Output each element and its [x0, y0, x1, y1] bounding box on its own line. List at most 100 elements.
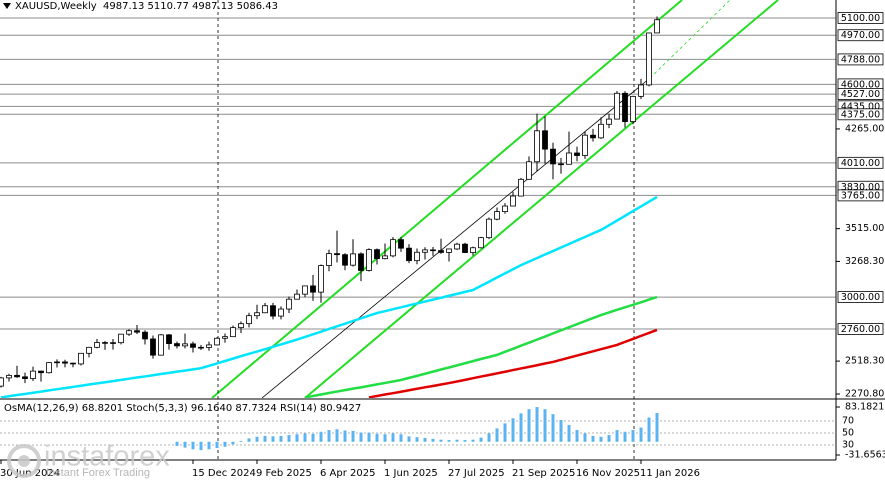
osma-bar [615, 430, 619, 442]
trend-line [649, 0, 731, 79]
candle-body [302, 285, 308, 295]
candle-body [262, 305, 268, 314]
osma-bar [511, 418, 515, 442]
osma-bar [607, 435, 611, 442]
candle-body [238, 323, 244, 329]
candle-body [342, 254, 348, 266]
candle-body [382, 255, 388, 260]
level-label-box [837, 53, 884, 66]
x-tick-label: 27 Jul 2025 [448, 468, 505, 479]
candle-body [430, 249, 436, 252]
candle-body [46, 362, 52, 374]
y-tick-label: 3268.30 [845, 256, 884, 267]
x-tick-label: 16 Nov 2025 [576, 468, 640, 479]
chart-title: XAUUSD,Weekly 4987.13 5110.77 4987.13 50… [15, 1, 278, 12]
candle-body [654, 19, 660, 34]
level-label-box [837, 108, 884, 121]
watermark-logo [7, 444, 41, 478]
candle-body [518, 178, 524, 197]
osma-bar [535, 407, 539, 442]
candle-body [110, 342, 116, 344]
osma-bar [255, 436, 259, 442]
candle-body [150, 338, 156, 356]
candle-body [14, 374, 20, 378]
candle-body [254, 312, 260, 317]
candle-body [310, 285, 316, 293]
moving-average [368, 328, 658, 398]
level-label: 4970.00 [841, 30, 880, 41]
osma-bar [439, 439, 443, 442]
candle-body [318, 265, 324, 293]
osma-bar [207, 441, 211, 450]
osma-bar [375, 433, 379, 442]
candle-body [366, 249, 372, 271]
candle-body [406, 247, 412, 262]
candle-body [550, 148, 556, 165]
y-tick-label: 2270.80 [845, 388, 884, 399]
candle-body [350, 253, 356, 266]
watermark-logo [18, 455, 30, 467]
channel [211, 0, 779, 398]
candle-body [494, 211, 500, 220]
candle-body [270, 305, 276, 317]
candle-body [582, 134, 588, 156]
y2-tick-label: 70 [842, 416, 854, 427]
candle-body [54, 361, 60, 364]
level-label-box [837, 29, 884, 42]
osma-bar [335, 429, 339, 442]
level-label: 4527.00 [841, 89, 880, 100]
osma-bar [479, 437, 483, 442]
candle-body [438, 250, 444, 253]
osma-bar [455, 439, 459, 442]
candle-body [574, 152, 580, 156]
osma-bar [183, 441, 187, 448]
candle-body [62, 361, 68, 364]
osma-bar [503, 423, 507, 442]
watermark: instaforex Instant Forex Trading [7, 441, 170, 479]
osma-bar [303, 433, 307, 442]
candle-body [454, 243, 460, 250]
candle-body [0, 377, 4, 387]
candle-body [222, 336, 228, 339]
candle-body [558, 163, 564, 166]
osma-bar [343, 430, 347, 442]
level-label: 4788.00 [841, 54, 880, 65]
osma-bar [391, 433, 395, 442]
trend-line [261, 77, 651, 398]
candle-body [502, 205, 508, 213]
candle-body [478, 237, 484, 249]
candle-body [214, 337, 220, 346]
osma-bar [175, 441, 179, 446]
osma-bar [223, 441, 227, 447]
osma-bar [591, 435, 595, 442]
x-tick-label: 21 Sep 2025 [512, 468, 575, 479]
x-tick-label: 9 Feb 2025 [256, 468, 312, 479]
candle-body [358, 253, 364, 271]
osma-bar [471, 439, 475, 442]
osma-bar [327, 430, 331, 442]
candle-body [38, 370, 44, 374]
indicator-plot [0, 407, 836, 451]
moving-average [304, 295, 658, 398]
osma-bar [279, 435, 283, 442]
level-label-box [837, 323, 884, 335]
osma-bar [215, 441, 219, 449]
osma-bar [271, 436, 275, 442]
candle-body [414, 251, 420, 262]
osma-bar [359, 432, 363, 442]
candle-body [182, 343, 188, 347]
candle-body [462, 243, 468, 253]
y2-tick-label: 50 [842, 428, 854, 439]
level-label: 4600.00 [841, 79, 880, 90]
candle-body [590, 134, 596, 139]
level-label: 2760.00 [841, 324, 880, 335]
y-tick-label: 83.1821 [845, 401, 884, 412]
candle-body [102, 342, 108, 344]
candle-body [374, 249, 380, 260]
channel-line [211, 0, 683, 398]
candle-body [174, 343, 180, 347]
candle-body [286, 298, 292, 310]
candle-body [446, 248, 452, 253]
candle-body [542, 130, 548, 150]
y-tick-label: 2518.30 [845, 356, 884, 367]
